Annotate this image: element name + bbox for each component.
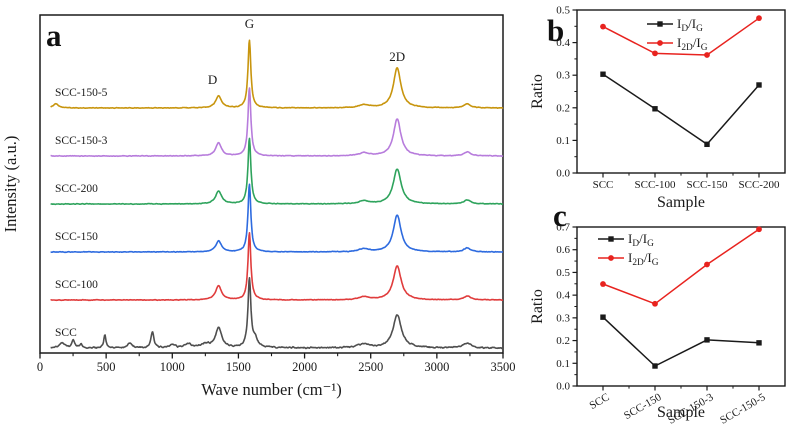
y-tick-label: 0.6 xyxy=(556,244,570,256)
legend-marker-square xyxy=(608,236,614,242)
x-axis: 0 500 1000 1500 2000 2500 3000 3500 xyxy=(37,353,516,374)
y-tick-label: 0.1 xyxy=(556,135,570,147)
data-point-square xyxy=(704,337,710,343)
y-tick-label: 0.4 xyxy=(556,290,570,302)
spectrum-SCC xyxy=(50,276,504,350)
y-axis-title: Ratio xyxy=(529,289,546,324)
x-tick-label: 1000 xyxy=(160,360,185,374)
y-tick-label: 0.2 xyxy=(556,102,570,114)
data-point-square xyxy=(704,141,710,148)
data-point-circle xyxy=(600,281,606,287)
spectra-series: SCC SCC-100 SCC-150 SCC-200 SCC-150-3 SCC-150… xyxy=(50,39,504,350)
data-point-square xyxy=(652,106,658,112)
legend-marker-circle xyxy=(608,255,614,261)
x-tick-label: 2500 xyxy=(358,360,383,374)
series-line xyxy=(602,73,760,146)
y-tick-label: 0.0 xyxy=(556,381,570,393)
x-axis-title: Wave number (cm⁻¹) xyxy=(201,380,342,399)
panel-b-letter: b xyxy=(547,13,565,48)
series-line xyxy=(602,316,760,367)
x-axis-title: Sample xyxy=(657,194,705,211)
x-tick-label: SCC xyxy=(587,391,611,412)
legend-label: ID/IG xyxy=(677,16,703,34)
series-I2DIG xyxy=(600,15,762,58)
data-point-square xyxy=(756,82,762,88)
spectrum-SCC-100 xyxy=(50,232,504,302)
data-point-circle xyxy=(652,50,658,57)
spectrum-SCC-150 xyxy=(50,183,504,254)
panel-a-spectra-chart: 0 500 1000 1500 2000 2500 3000 3500 Wave number … xyxy=(1,14,516,399)
y-tick-label: 0.3 xyxy=(556,312,570,324)
series-line xyxy=(602,228,760,305)
panel-a-letter: a xyxy=(46,18,62,53)
y-axis-title: Ratio xyxy=(529,74,546,109)
y-tick-label: 0.7 xyxy=(556,222,570,234)
x-tick-label: 3500 xyxy=(491,360,516,374)
spectrum-SCC-150-3 xyxy=(50,87,504,158)
series-label-SCC-150-3: SCC-150-3 xyxy=(55,135,108,147)
series-IDIG xyxy=(600,314,762,369)
y-axis-title: Intensity (a.u.) xyxy=(1,136,20,233)
legend-label: I2D/IG xyxy=(628,250,659,268)
series-line xyxy=(602,17,760,56)
peak-label-G: G xyxy=(245,16,254,31)
data-point-circle xyxy=(704,261,710,268)
data-point-circle xyxy=(652,300,658,307)
spectrum-SCC-150-5 xyxy=(50,39,504,110)
series-I2DIG xyxy=(600,226,762,307)
y-axis: 0.0 0.1 0.2 0.3 0.4 0.5 xyxy=(556,5,577,180)
peak-label-D: D xyxy=(208,72,217,87)
x-tick-label: SCC-150-5 xyxy=(718,391,768,427)
x-tick-label: SCC-100 xyxy=(635,179,676,191)
data-point-square xyxy=(600,314,606,320)
y-tick-label: 0.4 xyxy=(556,37,570,49)
series-label-SCC-150: SCC-150 xyxy=(55,231,98,243)
y-tick-label: 0.5 xyxy=(556,267,570,279)
x-tick-label: 500 xyxy=(97,360,116,374)
x-tick-label: 1500 xyxy=(226,360,251,374)
x-axis: SCC SCC-100 SCC-150 SCC-200 xyxy=(593,173,780,191)
plot-frame xyxy=(39,14,504,354)
y-tick-label: 0.0 xyxy=(556,168,570,180)
x-axis-title: Sample xyxy=(657,404,705,421)
x-tick-label: SCC-150 xyxy=(687,179,728,191)
series-label-SCC-100: SCC-100 xyxy=(55,279,98,291)
y-tick-label: 0.3 xyxy=(556,70,570,82)
y-tick-label: 0.5 xyxy=(556,5,570,17)
x-tick-label: 0 xyxy=(37,360,43,374)
series-IDIG xyxy=(600,71,762,148)
data-point-circle xyxy=(600,23,606,30)
data-point-circle xyxy=(704,52,710,58)
data-point-square xyxy=(652,363,658,369)
y-tick-label: 0.2 xyxy=(556,335,570,347)
panel-c-letter: c xyxy=(553,198,567,233)
spectrum-SCC-200 xyxy=(50,137,504,206)
x-tick-label: 3000 xyxy=(424,360,449,374)
panel-b-ratio-chart: 0.0 0.1 0.2 0.3 0.4 0.5 SCC SCC-100 SCC-150 SCC-2… xyxy=(529,5,786,211)
y-axis: 0.0 0.1 0.2 0.3 0.4 0.5 0.6 0.7 xyxy=(556,222,577,393)
data-point-circle xyxy=(756,226,762,233)
x-tick-label: 2000 xyxy=(292,360,317,374)
series-label-SCC-200: SCC-200 xyxy=(55,183,98,195)
x-tick-label: SCC xyxy=(593,179,614,191)
legend-marker-circle xyxy=(657,40,663,46)
peak-annotations: D G 2D xyxy=(208,16,405,87)
legend-label: ID/IG xyxy=(628,231,654,249)
data-point-circle xyxy=(756,15,762,22)
data-point-square xyxy=(600,71,606,77)
peak-label-2D: 2D xyxy=(389,49,405,64)
series-label-SCC: SCC xyxy=(55,327,77,339)
legend-label: I2D/IG xyxy=(677,35,708,53)
series-label-SCC-150-5: SCC-150-5 xyxy=(55,87,108,99)
data-point-square xyxy=(756,340,762,346)
x-tick-label: SCC-200 xyxy=(739,179,780,191)
plot-frame xyxy=(576,226,786,387)
y-tick-label: 0.1 xyxy=(556,358,570,370)
legend-marker-square xyxy=(657,21,663,27)
